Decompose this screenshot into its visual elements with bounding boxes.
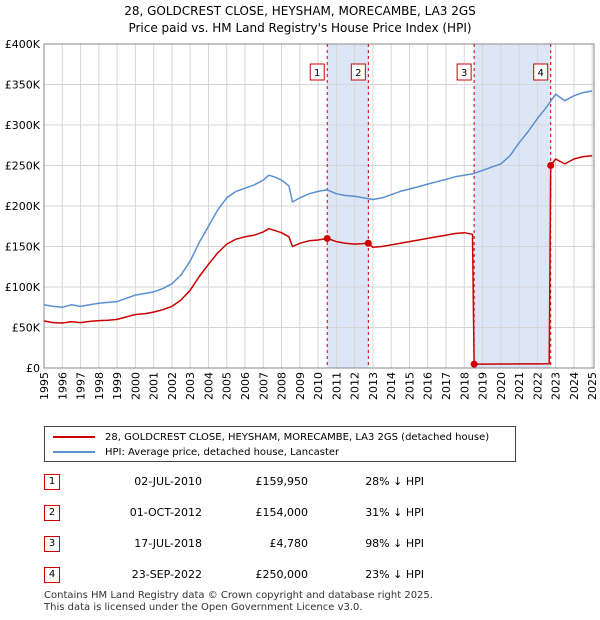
y-tick-label: £100K (5, 281, 41, 294)
sale-label-box-4 (533, 63, 549, 81)
footer-copyright: Contains HM Land Registry data © Crown c… (44, 590, 433, 601)
legend-item-hpi: HPI: Average price, detached house, Lanc… (53, 445, 339, 459)
y-tick-label: £150K (5, 241, 41, 254)
x-tick-label: 2010 (312, 372, 325, 400)
sale-label-3: 3 (461, 68, 467, 79)
sale-price: £154,000 (255, 506, 309, 519)
y-tick-label: £50K (12, 322, 41, 335)
legend: 28, GOLDCREST CLOSE, HEYSHAM, MORECAMBE,… (44, 426, 516, 462)
x-tick-label: 2018 (458, 372, 471, 400)
sale-hpi-delta: 31% ↓ HPI (365, 506, 424, 519)
x-tick-label: 1999 (111, 372, 124, 400)
sale-date: 01-OCT-2012 (129, 506, 202, 519)
sale-label-box-3 (456, 63, 472, 81)
sale-point-3 (470, 360, 478, 368)
sale-price: £4,780 (269, 537, 309, 550)
sale-price: £159,950 (255, 475, 309, 488)
y-tick-label: £300K (5, 119, 41, 132)
sale-date: 23-SEP-2022 (131, 568, 202, 581)
x-tick-label: 2025 (586, 372, 599, 400)
x-tick-label: 2003 (184, 372, 197, 400)
chart-area: 1 2 3 4 £0 £50K £100K £150K £200K £250K £300K £350K… (5, 38, 599, 400)
x-tick-label: 2019 (477, 372, 490, 400)
x-tick-label: 2023 (550, 372, 563, 400)
x-tick-label: 2014 (385, 372, 398, 400)
x-tick-label: 2022 (531, 372, 544, 400)
sale-hpi-delta: 28% ↓ HPI (365, 475, 424, 488)
sale-label-1: 1 (314, 68, 320, 79)
x-tick-label: 2011 (330, 372, 343, 400)
sale-num-badge: 2 (44, 505, 60, 521)
sale-point-1 (323, 234, 331, 242)
x-tick-label: 2016 (422, 372, 435, 400)
x-tick-label: 2005 (221, 372, 234, 400)
x-tick-label: 1996 (56, 372, 69, 400)
x-tick-label: 2004 (202, 372, 215, 400)
plot-frame (43, 43, 595, 369)
legend-label-hpi: HPI: Average price, detached house, Lanc… (105, 446, 340, 458)
legend-swatch-property (53, 436, 95, 438)
x-tick-label: 1995 (38, 372, 51, 400)
legend-item-property: 28, GOLDCREST CLOSE, HEYSHAM, MORECAMBE,… (53, 430, 489, 444)
x-tick-label: 1998 (93, 372, 106, 400)
x-tick-label: 2006 (239, 372, 252, 400)
x-tick-label: 2021 (513, 372, 526, 400)
x-tick-label: 2020 (495, 372, 508, 400)
x-tick-label: 2017 (440, 372, 453, 400)
sale-hpi-delta: 98% ↓ HPI (365, 537, 424, 550)
x-tick-label: 2012 (349, 372, 362, 400)
y-tick-label: £350K (5, 79, 41, 92)
y-tick-label: £250K (5, 160, 41, 173)
y-tick-label: £400K (5, 38, 41, 51)
sale-point-4 (547, 162, 555, 169)
x-tick-label: 2008 (276, 372, 289, 400)
x-tick-label: 2001 (148, 372, 161, 400)
y-tick-label: £0 (26, 362, 40, 375)
x-tick-label: 2002 (166, 372, 179, 400)
hpi-series-line (43, 90, 593, 309)
sale-point-2 (364, 239, 372, 247)
sale-num-badge: 3 (44, 536, 60, 552)
x-tick-label: 2009 (294, 372, 307, 400)
sale-label-box-1 (309, 63, 325, 81)
sale-label-4: 4 (538, 68, 544, 79)
legend-label-property: 28, GOLDCREST CLOSE, HEYSHAM, MORECAMBE,… (105, 431, 490, 443)
property-series-line (43, 155, 593, 365)
sale-hpi-delta: 23% ↓ HPI (365, 568, 424, 581)
sale-num-badge: 1 (44, 474, 60, 490)
chart-title-line1: 28, GOLDCREST CLOSE, HEYSHAM, MORECAMBE,… (124, 4, 476, 18)
x-tick-label: 2007 (257, 372, 270, 400)
sale-num-badge: 4 (44, 567, 60, 583)
footer-licence: This data is licensed under the Open Gov… (44, 602, 363, 613)
sale-label-2: 2 (355, 68, 361, 79)
sale-date: 02-JUL-2010 (134, 475, 202, 488)
x-tick-label: 2013 (367, 372, 380, 400)
sale-date: 17-JUL-2018 (134, 537, 202, 550)
x-tick-label: 2024 (568, 372, 581, 400)
chart-title-line2: Price paid vs. HM Land Registry's House … (128, 21, 472, 35)
sale-price: £250,000 (255, 568, 309, 581)
legend-swatch-hpi (53, 451, 95, 453)
y-tick-label: £200K (5, 200, 41, 213)
x-tick-label: 2000 (129, 372, 142, 400)
x-tick-label: 1997 (75, 372, 88, 400)
sale-label-box-2 (350, 63, 366, 81)
x-tick-label: 2015 (403, 372, 416, 400)
